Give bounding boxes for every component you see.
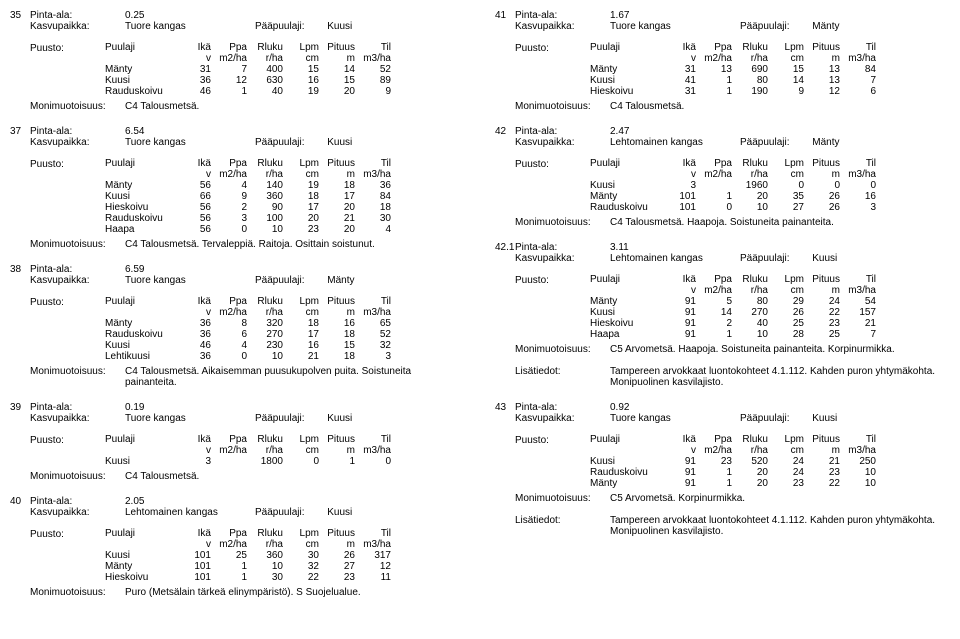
table-row: Hieskoivu91240252321 [590, 318, 882, 329]
table-row: Rauduskoivu563100202130 [105, 213, 397, 224]
tree-table: PuulajiIkäPpaRlukuLpmPituusTilvm2/har/ha… [105, 296, 397, 362]
compartment-block: 41Pinta-ala:1.67Kasvupaikka:Tuore kangas… [495, 10, 950, 112]
table-row: Mänty101110322712 [105, 561, 397, 572]
table-row: Kuusi464230161532 [105, 340, 397, 351]
table-row: Mänty91580292454 [590, 296, 882, 307]
table-row: Kuusi4118014137 [590, 75, 882, 86]
compartment-block: 37Pinta-ala:6.54Kasvupaikka:Tuore kangas… [10, 126, 465, 250]
compartment-block: 38Pinta-ala:6.59Kasvupaikka:Tuore kangas… [10, 264, 465, 388]
table-row: Mänty317400151452 [105, 64, 397, 75]
table-row: Kuusi3612630161589 [105, 75, 397, 86]
table-row: Rauduskoivu91120242310 [590, 467, 882, 478]
tree-table: PuulajiIkäPpaRlukuLpmPituusTilvm2/har/ha… [590, 434, 882, 489]
tree-table: PuulajiIkäPpaRlukuLpmPituusTilvm2/har/ha… [105, 158, 397, 235]
table-row: Kuusi101253603026317 [105, 550, 397, 561]
tree-table: PuulajiIkäPpaRlukuLpmPituusTilvm2/har/ha… [105, 42, 397, 97]
table-row: Mänty368320181665 [105, 318, 397, 329]
compartment-block: 42.1Pinta-ala:3.11Kasvupaikka:Lehtomaine… [495, 242, 950, 388]
tree-table: PuulajiIkäPpaRlukuLpmPituusTilvm2/har/ha… [590, 158, 882, 213]
tree-table: PuulajiIkäPpaRlukuLpmPituusTilvm2/har/ha… [590, 42, 882, 97]
tree-table: PuulajiIkäPpaRlukuLpmPituusTilvm2/har/ha… [105, 528, 397, 583]
table-row: Hieskoivu101130222311 [105, 572, 397, 583]
table-row: Kuusi91142702622157 [590, 307, 882, 318]
left-column: 35Pinta-ala:0.25Kasvupaikka:Tuore kangas… [10, 10, 465, 612]
table-row: Haapa9111028257 [590, 329, 882, 340]
table-row: Rauduskoivu10101027263 [590, 202, 882, 213]
table-row: Mänty564140191836 [105, 180, 397, 191]
table-row: Kuusi669360181784 [105, 191, 397, 202]
table-row: Lehtikuusi3601021183 [105, 351, 397, 362]
compartment-block: 39Pinta-ala:0.19Kasvupaikka:Tuore kangas… [10, 402, 465, 482]
table-row: Mänty101120352616 [590, 191, 882, 202]
table-row: Hieskoivu56290172018 [105, 202, 397, 213]
right-column: 41Pinta-ala:1.67Kasvupaikka:Tuore kangas… [495, 10, 950, 612]
table-row: Mänty91120232210 [590, 478, 882, 489]
compartment-block: 42Pinta-ala:2.47Kasvupaikka:Lehtomainen … [495, 126, 950, 228]
tree-table: PuulajiIkäPpaRlukuLpmPituusTilvm2/har/ha… [590, 274, 882, 340]
table-row: Hieskoivu3111909126 [590, 86, 882, 97]
tree-table: PuulajiIkäPpaRlukuLpmPituusTilvm2/har/ha… [105, 434, 397, 467]
table-row: Rauduskoivu4614019209 [105, 86, 397, 97]
compartment-block: 43Pinta-ala:0.92Kasvupaikka:Tuore kangas… [495, 402, 950, 537]
compartment-block: 35Pinta-ala:0.25Kasvupaikka:Tuore kangas… [10, 10, 465, 112]
table-row: Rauduskoivu366270171852 [105, 329, 397, 340]
table-row: Mänty3113690151384 [590, 64, 882, 75]
compartment-block: 40Pinta-ala:2.05Kasvupaikka:Lehtomainen … [10, 496, 465, 598]
table-row: Kuusi31960000 [590, 180, 882, 191]
table-row: Kuusi91235202421250 [590, 456, 882, 467]
table-row: Haapa5601023204 [105, 224, 397, 235]
page-container: 35Pinta-ala:0.25Kasvupaikka:Tuore kangas… [10, 10, 950, 612]
table-row: Kuusi31800010 [105, 456, 397, 467]
